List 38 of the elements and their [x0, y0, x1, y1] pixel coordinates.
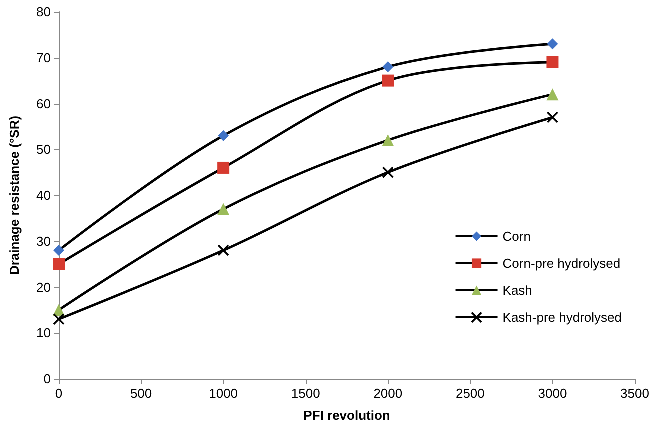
y-tick-label: 30: [36, 234, 51, 249]
x-tick-label: 3000: [538, 386, 568, 401]
x-tick-label: 3500: [620, 386, 650, 401]
y-tick-label: 0: [44, 372, 51, 386]
y-tick-label: 70: [36, 50, 51, 66]
y-axis-title: Drainage resistance (°SR): [7, 116, 22, 276]
legend-label: Corn-pre hydrolysed: [502, 256, 621, 271]
y-tick-label: 10: [36, 326, 51, 341]
x-tick-label: 500: [130, 386, 152, 401]
point: [218, 162, 230, 174]
point: [382, 134, 394, 146]
x-tick-label: 2500: [456, 386, 485, 401]
x-tick-label: 1000: [209, 386, 238, 401]
y-tick-label: 40: [36, 188, 51, 203]
point: [53, 258, 65, 270]
point: [53, 313, 65, 326]
y-tick-label: 60: [36, 96, 51, 112]
point: [382, 62, 394, 73]
x-tick-label: 0: [55, 386, 63, 401]
point: [54, 245, 64, 256]
x-tick-label: 2000: [374, 386, 403, 401]
point: [218, 203, 230, 216]
legend-label: Kash-pre hydrolysed: [502, 310, 622, 325]
y-tick-label: 20: [36, 280, 51, 295]
point: [546, 112, 559, 124]
point: [218, 244, 230, 256]
point: [218, 130, 230, 142]
point: [547, 38, 558, 50]
legend-label: Kash: [502, 283, 532, 298]
point: [382, 166, 394, 178]
legend-label: Corn: [502, 229, 531, 244]
x-tick-label: 1500: [291, 386, 320, 401]
point: [382, 74, 394, 87]
y-tick-label: 80: [36, 4, 51, 20]
point: [546, 88, 559, 101]
point: [546, 56, 559, 68]
x-axis-title: PFI revolution: [304, 408, 390, 423]
y-tick-label: 50: [36, 142, 51, 158]
